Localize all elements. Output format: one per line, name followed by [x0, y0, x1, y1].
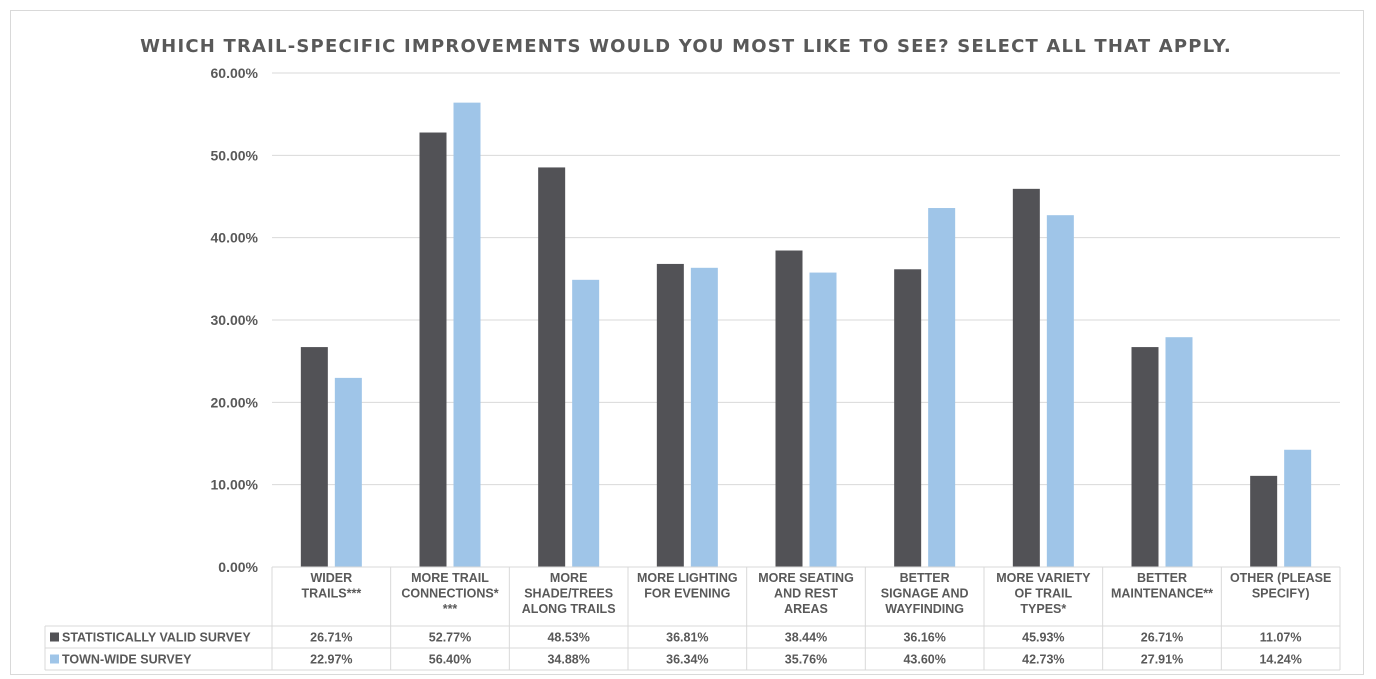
y-tick-label: 10.00%	[211, 477, 259, 493]
gridlines	[272, 72, 1340, 486]
bar-series-1	[1131, 347, 1159, 567]
table-cell-value: 52.77%	[429, 631, 471, 645]
bar-series-2	[809, 272, 837, 567]
category-label: CONNECTIONS*	[401, 587, 498, 601]
data-table: WIDER TRAILS*** MORE TRAIL CONNECTIONS**** M…	[44, 566, 1341, 671]
bar-series-2	[690, 267, 718, 567]
table-cell-value: 36.34%	[666, 653, 708, 667]
legend-key	[50, 654, 59, 664]
y-tick-label: 60.00%	[211, 65, 259, 81]
category-label: SIGNAGE AND	[881, 587, 969, 601]
category-label: FOR EVENING	[644, 587, 730, 601]
table-cell-value: 11.07%	[1260, 631, 1302, 645]
bar-series-1	[775, 250, 803, 567]
bar-series-1	[656, 263, 684, 567]
category-label: WIDER	[310, 571, 352, 585]
series-name: STATISTICALLY VALID SURVEY	[62, 631, 251, 645]
table-cell-value: 45.93%	[1022, 631, 1064, 645]
table-cell-value: 26.71%	[310, 631, 352, 645]
table-cell-value: 43.60%	[903, 653, 945, 667]
category-label: BETTER	[900, 571, 950, 585]
bar-series-2	[928, 208, 956, 567]
table-cell-value: 35.76%	[785, 653, 827, 667]
bar-series-2	[1284, 449, 1312, 567]
table-cell-value: 42.73%	[1022, 653, 1064, 667]
chart-title: WHICH TRAIL-SPECIFIC IMPROVEMENTS WOULD …	[140, 36, 1232, 57]
table-cell-value: 14.24%	[1259, 653, 1301, 667]
bar-series-2	[572, 279, 600, 567]
y-axis-ticks: 0.00% 10.00% 20.00% 30.00% 40.00% 50.00% 60.00…	[211, 65, 259, 575]
category-label: ALONG TRAILS	[522, 602, 616, 616]
chart-frame	[10, 10, 1364, 675]
bar-series-1	[1012, 188, 1040, 567]
table-cell-value: 48.53%	[547, 631, 589, 645]
category-label: MORE SEATING	[758, 571, 854, 585]
table-cell-value: 36.81%	[666, 631, 708, 645]
legend-key	[50, 632, 59, 642]
category-label: BETTER	[1137, 571, 1187, 585]
bar-series-1	[300, 347, 328, 567]
y-tick-label: 40.00%	[211, 230, 259, 246]
y-tick-label: 30.00%	[211, 312, 259, 328]
bar-series-2	[1165, 337, 1193, 567]
category-label: OF TRAIL	[1015, 587, 1073, 601]
category-label: TYPES*	[1020, 602, 1066, 616]
bar-series-2	[334, 377, 362, 567]
table-cell-value: 22.97%	[310, 653, 352, 667]
y-tick-label: 0.00%	[218, 559, 258, 575]
bars	[300, 102, 1312, 568]
category-label: AND REST	[774, 587, 838, 601]
category-label: MORE TRAIL	[411, 571, 489, 585]
table-cell-value: 34.88%	[547, 653, 589, 667]
category-label: MORE	[550, 571, 588, 585]
y-tick-label: 50.00%	[211, 147, 259, 163]
y-tick-label: 20.00%	[211, 394, 259, 410]
category-label: WAYFINDING	[885, 602, 964, 616]
bar-series-2	[1046, 215, 1074, 567]
bar-series-1	[894, 269, 922, 567]
category-label: MORE LIGHTING	[637, 571, 738, 585]
bar-series-1	[419, 132, 447, 568]
category-label: ***	[443, 602, 458, 616]
category-label: MAINTENANCE**	[1111, 587, 1213, 601]
table-cell-value: 36.16%	[903, 631, 945, 645]
table-cell-value: 56.40%	[429, 653, 471, 667]
bar-series-1	[538, 167, 566, 567]
category-label: SPECIFY)	[1252, 587, 1310, 601]
bar-series-1	[1250, 475, 1278, 567]
table-cell-value: 38.44%	[785, 631, 827, 645]
category-label: AREAS	[784, 602, 828, 616]
category-label: MORE VARIETY	[996, 571, 1091, 585]
category-label: TRAILS***	[301, 587, 361, 601]
category-label: OTHER (PLEASE	[1230, 571, 1331, 585]
category-label: SHADE/TREES	[524, 587, 613, 601]
series-name: TOWN-WIDE SURVEY	[62, 653, 192, 667]
bar-series-2	[453, 102, 481, 567]
table-cell-value: 26.71%	[1141, 631, 1183, 645]
table-cell-value: 27.91%	[1141, 653, 1183, 667]
